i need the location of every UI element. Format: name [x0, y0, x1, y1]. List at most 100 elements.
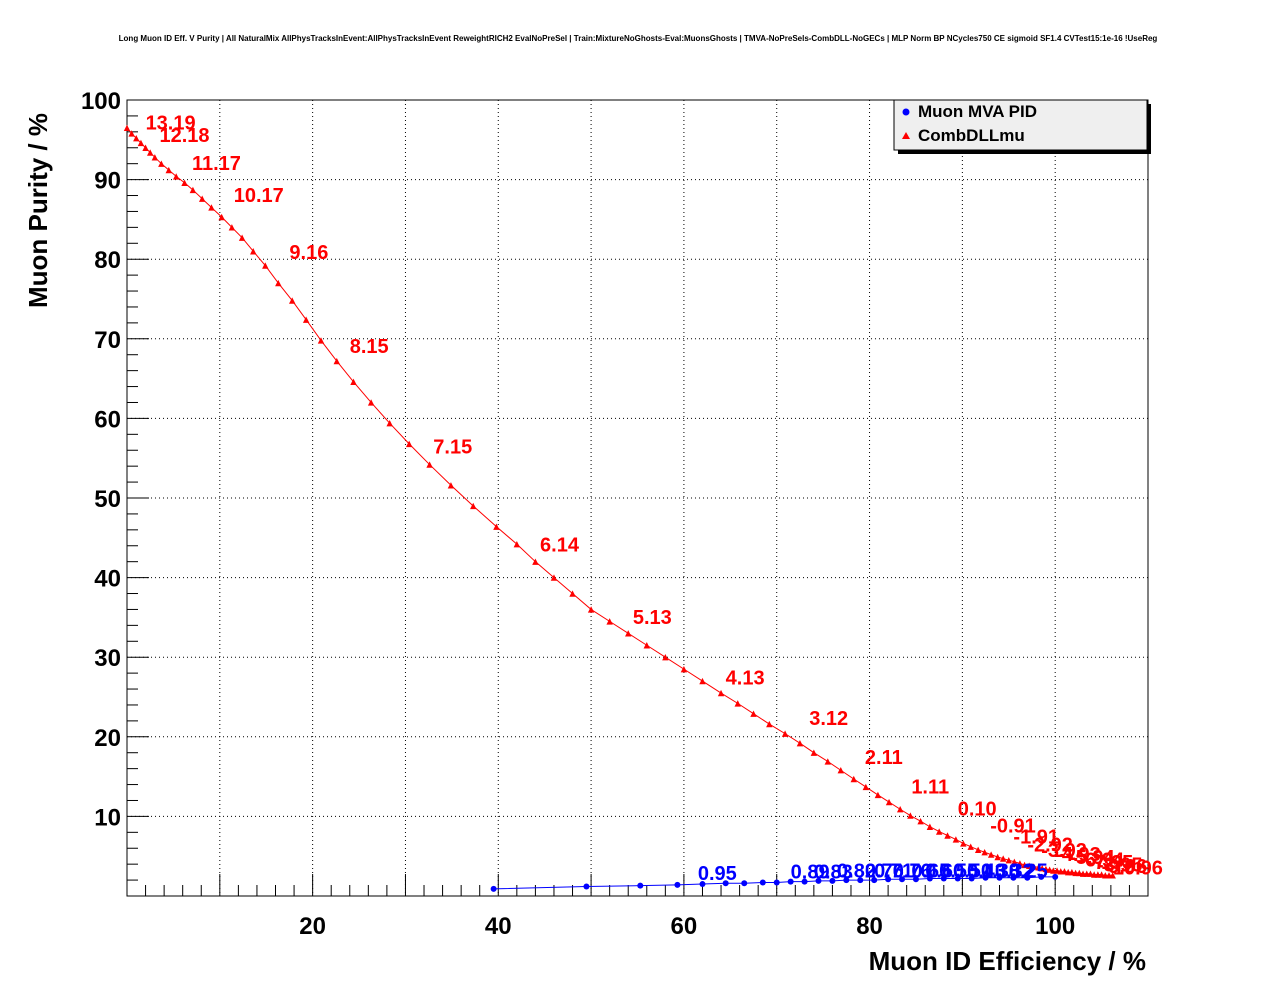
muon-mva-pid-point [1010, 874, 1017, 881]
legend-marker-combdllmu [902, 132, 910, 139]
mva-cut-labels: 0.95 0.890.830.820.760.710.760.650.600.55… [698, 861, 1048, 885]
y-tick-label: 60 [94, 406, 121, 433]
combdllmu-point [189, 186, 197, 194]
x-tick-label: 20 [299, 913, 326, 940]
combdllmu-point [181, 179, 188, 186]
combdllmu-point [944, 832, 951, 839]
mva-cut-label: 0.38 [981, 861, 1020, 883]
y-tick-label: 10 [94, 804, 121, 831]
mva-cut-label: 0.95 [698, 863, 737, 885]
combdllmu-point [810, 749, 818, 756]
combdllmu-cut-label: -0.91 [990, 815, 1036, 837]
grid [127, 100, 1148, 896]
combdllmu-point [250, 248, 257, 255]
combdllmu-cut-label: 3.12 [809, 708, 848, 730]
legend-label-muon-mva-pid: Muon MVA PID [918, 102, 1037, 121]
muon-mva-pid-point [1038, 873, 1045, 880]
combdllmu-point [643, 642, 650, 649]
combdllmu-point [781, 730, 789, 737]
y-tick-label: 70 [94, 327, 121, 354]
combdllmu-cut-label: 0.10 [958, 799, 997, 821]
muon-mva-pid-point [490, 885, 497, 892]
combdllmu-cut-label: 12.18 [159, 125, 209, 147]
muon-mva-pid-point [773, 879, 780, 886]
combdllmu-cut-label: -3.92 [1041, 840, 1087, 862]
muon-mva-pid-point [1052, 873, 1059, 880]
combdllmu-cut-label: -1.91 [1013, 826, 1059, 848]
combdllmu-point [926, 823, 934, 830]
combdllmu-point [1005, 856, 1012, 864]
combdllmu-point [238, 234, 246, 241]
muon-mva-pid-point [885, 876, 892, 883]
combdllmu-cut-label: -10.96 [1106, 858, 1163, 880]
muon-mva-pid-point [982, 874, 989, 881]
combdllmu-point [147, 149, 154, 156]
combdllmu-point [289, 297, 296, 304]
combdllmu-point [587, 606, 595, 613]
combdllmu-point [981, 849, 988, 856]
combdllmu-point [907, 812, 914, 819]
y-tick-label: 50 [94, 486, 121, 513]
combdllmu-point [262, 262, 269, 269]
combdllmu-point [350, 378, 357, 385]
combdllmu-point [734, 700, 741, 707]
muon-mva-pid-point [857, 877, 864, 884]
muon-mva-pid-point [954, 875, 961, 882]
series-combdllmu [123, 124, 1116, 879]
muon-mva-pid-point [996, 874, 1003, 881]
combdllmu-cut-label: 10.17 [234, 185, 284, 207]
combdllmu-cut-label: 2.11 [865, 747, 903, 769]
y-tick-label: 80 [94, 247, 121, 274]
combdllmu-cut-label: -2.92 [1027, 834, 1073, 856]
muon-mva-pid-point [637, 882, 644, 889]
combdllmu-point [1098, 871, 1105, 878]
combdllmu-point [228, 224, 236, 231]
mva-cut-label: 0.76 [893, 861, 932, 883]
legend-label-combdllmu: CombDLLmu [918, 126, 1025, 145]
combdllmu-point [218, 213, 225, 221]
combdllmu-point [123, 124, 131, 132]
x-tick-label: 40 [485, 913, 512, 940]
muon-mva-pid-point [759, 879, 766, 886]
combdllmu-point [625, 630, 632, 637]
muon-mva-pid-point [815, 877, 822, 884]
legend-marker-muon-mva-pid [902, 108, 910, 116]
combdllmu-point [1046, 866, 1053, 873]
muon-mva-pid-point [912, 876, 919, 883]
combdllmu-point [1025, 862, 1033, 869]
combdllmu-point [824, 758, 831, 765]
combdllmu-point [837, 767, 844, 774]
combdllmu-point [137, 139, 145, 147]
y-tick-label: 100 [81, 88, 121, 115]
mva-cut-label: 0.89 [791, 861, 830, 883]
combdllmu-point [405, 440, 413, 448]
mva-cut-label: 0.25 [1009, 861, 1048, 883]
combdllmu-point [917, 817, 924, 825]
mva-cut-label: 0.65 [911, 861, 950, 883]
combdllmu-cut-label: 6.14 [540, 534, 580, 556]
combdllmu-point [158, 160, 165, 167]
combdllmu-point [470, 502, 477, 510]
combdllmu-point [1076, 869, 1083, 877]
combdllmu-point [172, 173, 180, 180]
mva-cut-label: 0.60 [925, 861, 964, 883]
combdllmu-point [994, 853, 1001, 861]
combdllmu-point [952, 836, 960, 843]
combdllmu-point [386, 419, 393, 427]
combdllmu-point [128, 130, 135, 137]
combdllmu-point [1011, 858, 1018, 865]
mva-cut-label: 0.55 [939, 861, 978, 883]
x-tick-label: 80 [856, 913, 883, 940]
combdllmu-point [1000, 855, 1007, 862]
combdllmu-point [796, 739, 804, 747]
combdllmu-point [967, 843, 974, 850]
combdllmu-point [1042, 865, 1050, 873]
combdllmu-point [513, 540, 521, 548]
muon-mva-pid-point [829, 877, 836, 884]
combdllmu-point [1087, 870, 1094, 877]
y-tick-label: 90 [94, 168, 121, 195]
y-tick-label: 40 [94, 566, 121, 593]
combdllmu-point [317, 337, 325, 344]
